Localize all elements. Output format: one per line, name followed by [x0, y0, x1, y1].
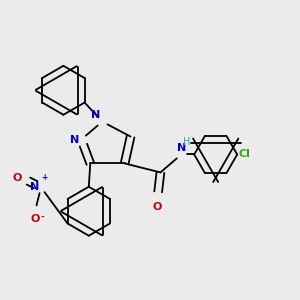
Text: Cl: Cl	[239, 149, 250, 160]
Text: N: N	[70, 134, 79, 145]
Text: N: N	[30, 182, 40, 192]
Text: O: O	[153, 202, 162, 212]
Text: H: H	[183, 137, 190, 147]
Text: -: -	[40, 213, 44, 222]
Text: O: O	[12, 173, 22, 183]
Text: +: +	[42, 173, 48, 182]
Text: N: N	[177, 143, 186, 153]
Text: O: O	[30, 214, 40, 224]
Text: N: N	[92, 110, 101, 120]
